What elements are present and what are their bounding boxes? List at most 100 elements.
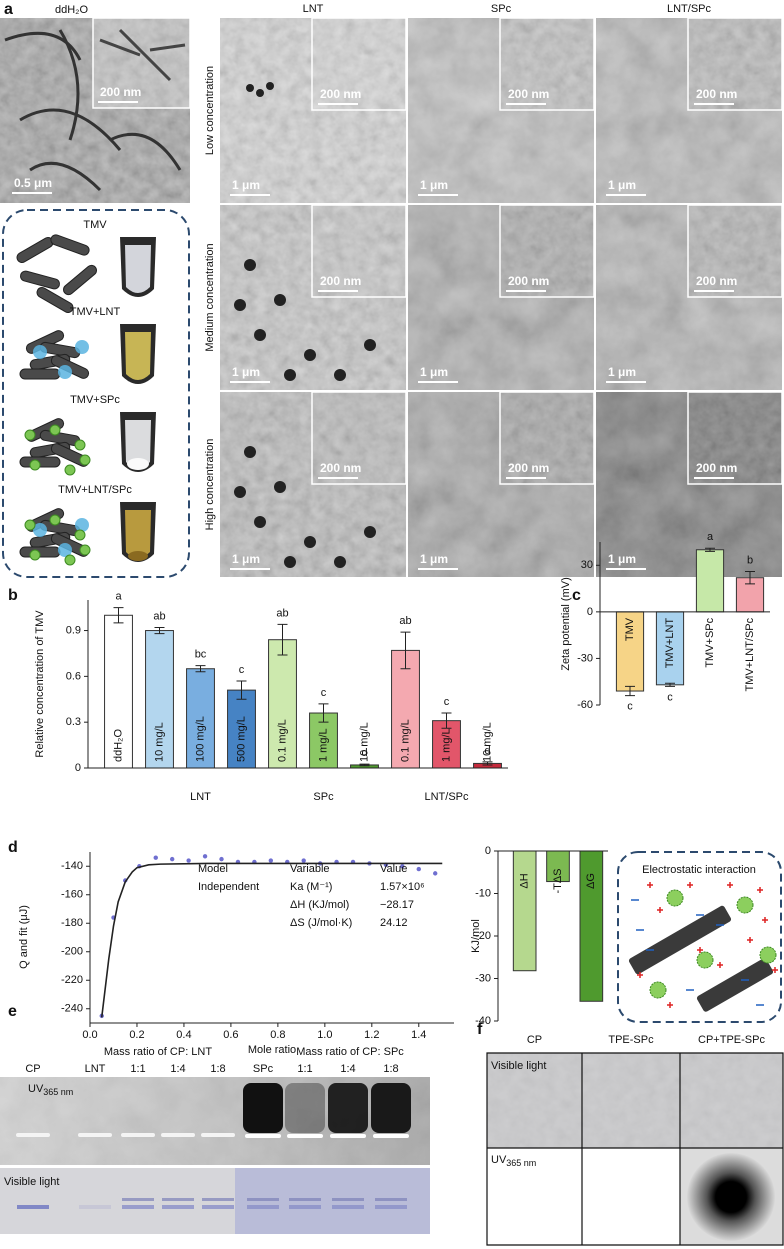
gel-band bbox=[161, 1133, 195, 1137]
uv-sub: 365 nm bbox=[506, 1158, 536, 1168]
particle bbox=[234, 486, 246, 498]
lane-label: 1:1 bbox=[130, 1063, 145, 1075]
table-cell: 1.57×10⁶ bbox=[380, 881, 425, 893]
error-bar bbox=[359, 763, 370, 767]
bar-label: 10 mg/L bbox=[153, 722, 165, 762]
lane-label: LNT bbox=[85, 1063, 106, 1075]
bar-label: TMV+LNT bbox=[664, 618, 676, 669]
lnt-blob bbox=[58, 365, 72, 379]
scale-label: 1 μm bbox=[608, 552, 636, 566]
y-tick-label: 30 bbox=[581, 559, 593, 571]
scale-label: 1 μm bbox=[232, 365, 260, 379]
significance-letter: ab bbox=[153, 610, 165, 622]
scale-label: 200 nm bbox=[696, 274, 737, 288]
column-title: CP+TPE-SPc bbox=[698, 1034, 765, 1046]
bar-label: TMV+LNT/SPc bbox=[744, 617, 756, 691]
particle bbox=[274, 294, 286, 306]
table-cell: −28.17 bbox=[380, 899, 414, 911]
particle bbox=[284, 556, 296, 568]
lane-label: 1:1 bbox=[297, 1063, 312, 1075]
table-cell: Value bbox=[380, 863, 407, 875]
particle bbox=[304, 349, 316, 361]
tmv-tube bbox=[628, 905, 732, 975]
bar bbox=[615, 611, 645, 692]
error-bar bbox=[705, 547, 715, 552]
protein-band bbox=[247, 1205, 279, 1209]
particle bbox=[244, 446, 256, 458]
schematic-label: TMV+LNT/SPc bbox=[58, 484, 132, 496]
protein-band bbox=[79, 1205, 111, 1209]
inset-border bbox=[687, 17, 783, 111]
micrograph-texture bbox=[500, 205, 594, 297]
group-label: LNT/SPc bbox=[424, 791, 469, 803]
y-tick-label: -160 bbox=[61, 889, 83, 901]
tmv-rod bbox=[63, 264, 97, 296]
micrograph-texture bbox=[487, 1053, 783, 1148]
table-cell: Variable bbox=[290, 863, 330, 875]
inset-border bbox=[687, 391, 783, 485]
uv-main: UV bbox=[491, 1154, 507, 1166]
bar-label: 10 mg/L bbox=[481, 722, 493, 762]
data-point bbox=[400, 864, 405, 869]
spc-sphere bbox=[666, 889, 684, 907]
protein-band bbox=[17, 1205, 49, 1209]
positive-charge bbox=[657, 907, 663, 913]
gel-band bbox=[121, 1133, 155, 1137]
schematic-label: TMV bbox=[83, 219, 107, 231]
row-title: High concentration bbox=[204, 439, 216, 531]
control-title: ddH₂O bbox=[55, 4, 88, 16]
spc-sphere bbox=[736, 896, 754, 914]
data-point bbox=[186, 858, 191, 863]
axes bbox=[89, 852, 454, 1024]
micrograph-texture bbox=[312, 392, 406, 484]
fiber bbox=[29, 161, 102, 192]
panel-label: a bbox=[4, 1, 13, 18]
particle bbox=[334, 556, 346, 568]
scale-label: 1 μm bbox=[420, 178, 448, 192]
particle bbox=[254, 516, 266, 528]
positive-charge bbox=[667, 1002, 673, 1008]
y-tick-label: -40 bbox=[475, 1015, 491, 1027]
significance-letter: ab bbox=[276, 607, 288, 619]
table-cell: Ka (M⁻¹) bbox=[290, 881, 332, 893]
lnt-blob bbox=[58, 543, 72, 557]
column-title: CP bbox=[527, 1034, 542, 1046]
lane-label: SPc bbox=[253, 1063, 274, 1075]
particle bbox=[244, 259, 256, 271]
column-title: SPc bbox=[491, 3, 512, 15]
protein-band bbox=[332, 1198, 364, 1201]
spc-sphere bbox=[79, 544, 91, 556]
protein-band bbox=[202, 1198, 234, 1201]
schematic-box bbox=[2, 209, 190, 578]
error-bar bbox=[482, 761, 493, 766]
gel-band bbox=[330, 1134, 366, 1138]
error-bar bbox=[625, 685, 635, 697]
particle bbox=[256, 89, 264, 97]
fiber bbox=[149, 43, 186, 52]
lane-label: CP bbox=[25, 1063, 40, 1075]
table-cell: Independent bbox=[198, 881, 259, 893]
scale-label: 200 nm bbox=[320, 274, 361, 288]
fiber bbox=[118, 28, 172, 82]
positive-charge bbox=[637, 972, 643, 978]
error-bar bbox=[745, 570, 755, 585]
uv-label: UV365 nm bbox=[28, 1083, 73, 1097]
fluorescent-band bbox=[371, 1083, 411, 1133]
y-tick-label: 0 bbox=[485, 845, 491, 857]
significance-letter: b bbox=[747, 554, 753, 566]
fiber bbox=[19, 108, 122, 151]
tmv-rod bbox=[16, 237, 54, 263]
tmv-rod bbox=[36, 287, 74, 313]
y-axis-title: KJ/mol bbox=[470, 919, 482, 953]
bar-label: 0.1 mg/L bbox=[276, 719, 288, 762]
y-tick-label: 0.6 bbox=[66, 670, 81, 682]
panel-label: f bbox=[477, 1021, 483, 1038]
spc-sphere bbox=[696, 951, 714, 969]
data-point bbox=[219, 856, 224, 862]
error-bar bbox=[400, 631, 411, 670]
fit-line bbox=[100, 862, 443, 1018]
y-tick-label: -10 bbox=[475, 887, 491, 899]
protein-band bbox=[375, 1205, 407, 1209]
schematic-label: TMV+SPc bbox=[70, 394, 120, 406]
table-cell: Model bbox=[198, 863, 228, 875]
